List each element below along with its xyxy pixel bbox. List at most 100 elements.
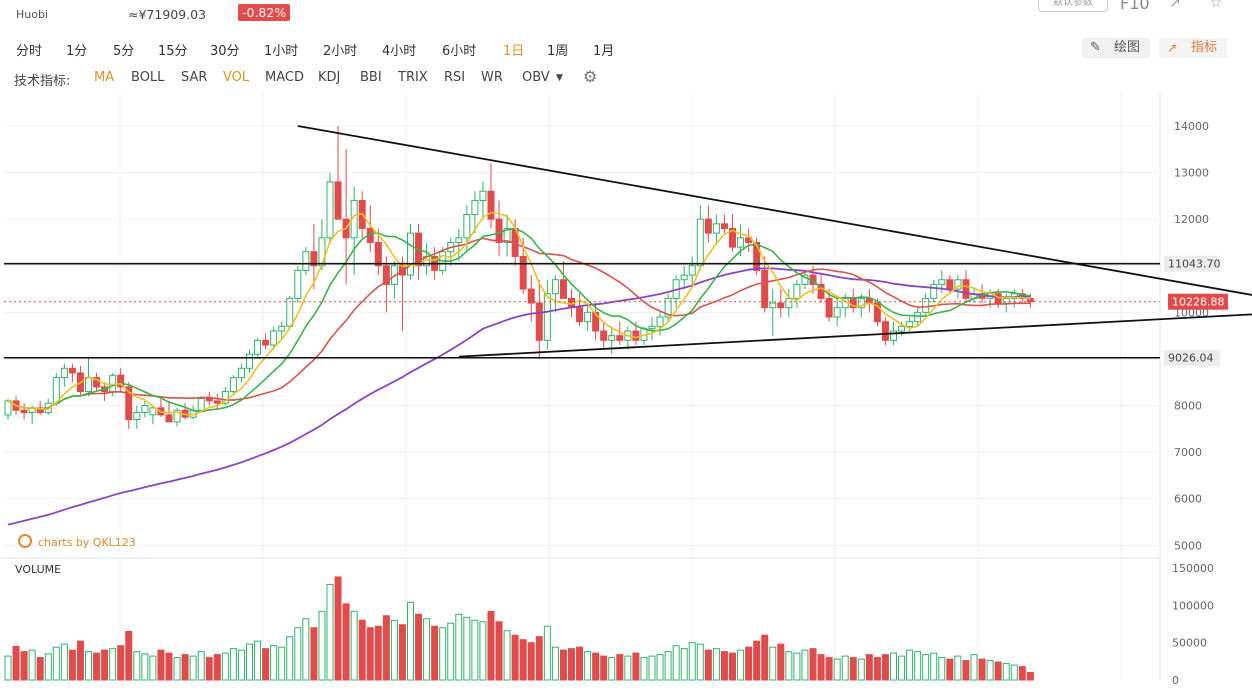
candle-body [712,223,720,234]
candle-body [229,377,237,393]
volume-bar [85,651,92,681]
volume-bar [1026,672,1034,681]
volume-bar [173,657,181,681]
candle-body [898,325,906,332]
tf-item[interactable]: 1小时 [264,44,299,59]
volume-bar [181,654,189,681]
ma60-line [7,267,1031,526]
volume-tick-label: 50000 [1172,637,1207,650]
indicator-trix[interactable]: TRIX [398,70,428,85]
indicator-wr[interactable]: WR [481,70,503,85]
volume-bar [729,652,736,681]
tf-item[interactable]: 30分 [210,44,240,59]
tf-item-active[interactable]: 1日 [503,44,525,59]
volume-bar [28,649,36,681]
price-tick-label: 13000 [1174,167,1209,180]
candle-body [246,353,253,369]
volume-bar [535,636,543,681]
tf-item[interactable]: 4小时 [382,44,417,59]
tf-item[interactable]: 1月 [593,44,615,59]
volume-bar [36,657,44,681]
branding: charts by QKL123 [18,534,136,549]
tf-item[interactable]: 6小时 [442,44,477,59]
volume-bar [117,645,125,681]
dropdown-caret-icon[interactable]: ▼ [556,73,563,83]
indicator-bbi[interactable]: BBI [360,70,382,85]
candle-body [270,330,278,346]
volume-bar [165,652,173,681]
candle-body [527,288,535,304]
volume-bar [624,655,632,681]
candle-body [1002,297,1010,304]
indicator-ma[interactable]: MA [94,70,115,85]
volume-bar [865,654,873,681]
candle-body [463,214,471,239]
volume-bar [286,636,294,681]
volume-bar [149,655,157,681]
volume-bar [213,654,221,681]
volume-tick-label: 150000 [1172,562,1214,575]
indicators-button[interactable]: ↗ 指标 [1159,38,1227,58]
star-icon[interactable]: ☆ [1209,0,1223,11]
indicator-sar[interactable]: SAR [181,70,208,85]
volume-bar [568,648,575,681]
volume-bar [849,657,857,681]
volume-bar [294,627,302,681]
volume-title: VOLUME [15,563,62,576]
tf-item[interactable]: 15分 [158,44,188,59]
volume-bar [125,630,133,681]
tf-item[interactable]: 分时 [16,44,43,59]
volume-bar [20,651,28,681]
indicator-macd[interactable]: MACD [265,70,304,85]
volume-bar [1002,663,1010,681]
candle-body [382,265,390,285]
tf-item[interactable]: 1周 [547,44,569,59]
volume-bar [133,651,141,681]
indicator-boll[interactable]: BOLL [131,70,165,85]
volume-bar [1018,666,1026,681]
candle-body [551,279,559,295]
candle-body [318,237,326,267]
volume-bar [519,639,527,681]
candle-body [455,237,463,243]
candle-body [4,400,12,416]
volume-bar [712,648,720,681]
tf-item[interactable]: 2小时 [323,44,358,59]
volume-bar [318,610,326,681]
volume-bar [640,657,648,681]
candle-body [914,311,922,323]
indicator-kdj[interactable]: KDJ [318,70,341,85]
indicator-obv[interactable]: OBV [522,70,550,85]
candle-body [729,227,736,248]
draw-button[interactable]: ✎ 绘图 [1082,38,1150,58]
candle-body [938,279,946,285]
volume-bar [141,653,149,681]
volume-bar [262,648,270,681]
f10-button[interactable]: F10 [1120,0,1150,13]
gear-icon[interactable]: ⚙ [583,67,598,86]
price-chart[interactable]: 5000600070008000900010000110001200013000… [0,92,1252,690]
volume-bar [793,652,801,681]
volume-bar [503,630,511,681]
candle-body [946,279,954,290]
indicator-bar: 技术指标: MA BOLL SAR VOL MACD KDJ BBI TRIX … [0,67,1000,89]
volume-bar [495,621,503,681]
volume-bar [688,642,696,681]
fullscreen-icon[interactable]: ↗ [1169,0,1181,11]
volume-bar [672,645,680,681]
preset-button[interactable]: 默认参数 [1038,0,1108,12]
indicator-vol[interactable]: VOL [223,70,250,85]
volume-bar [12,645,20,681]
volume-bar [720,651,728,681]
volume-bar [390,619,398,681]
indicator-rsi[interactable]: RSI [444,70,466,85]
ticker-header: Huobi ≈¥71909.03 -0.82% 默认参数 F10 ↗ ☆ [0,0,1252,30]
support-tag [1164,349,1220,366]
volume-bar [479,621,487,681]
candle-body [922,297,930,313]
volume-bar [559,649,567,681]
candle-body [656,316,664,327]
tf-item[interactable]: 1分 [66,44,88,59]
tf-item[interactable]: 5分 [113,44,135,59]
chart-icon: ↗ [1167,41,1178,55]
